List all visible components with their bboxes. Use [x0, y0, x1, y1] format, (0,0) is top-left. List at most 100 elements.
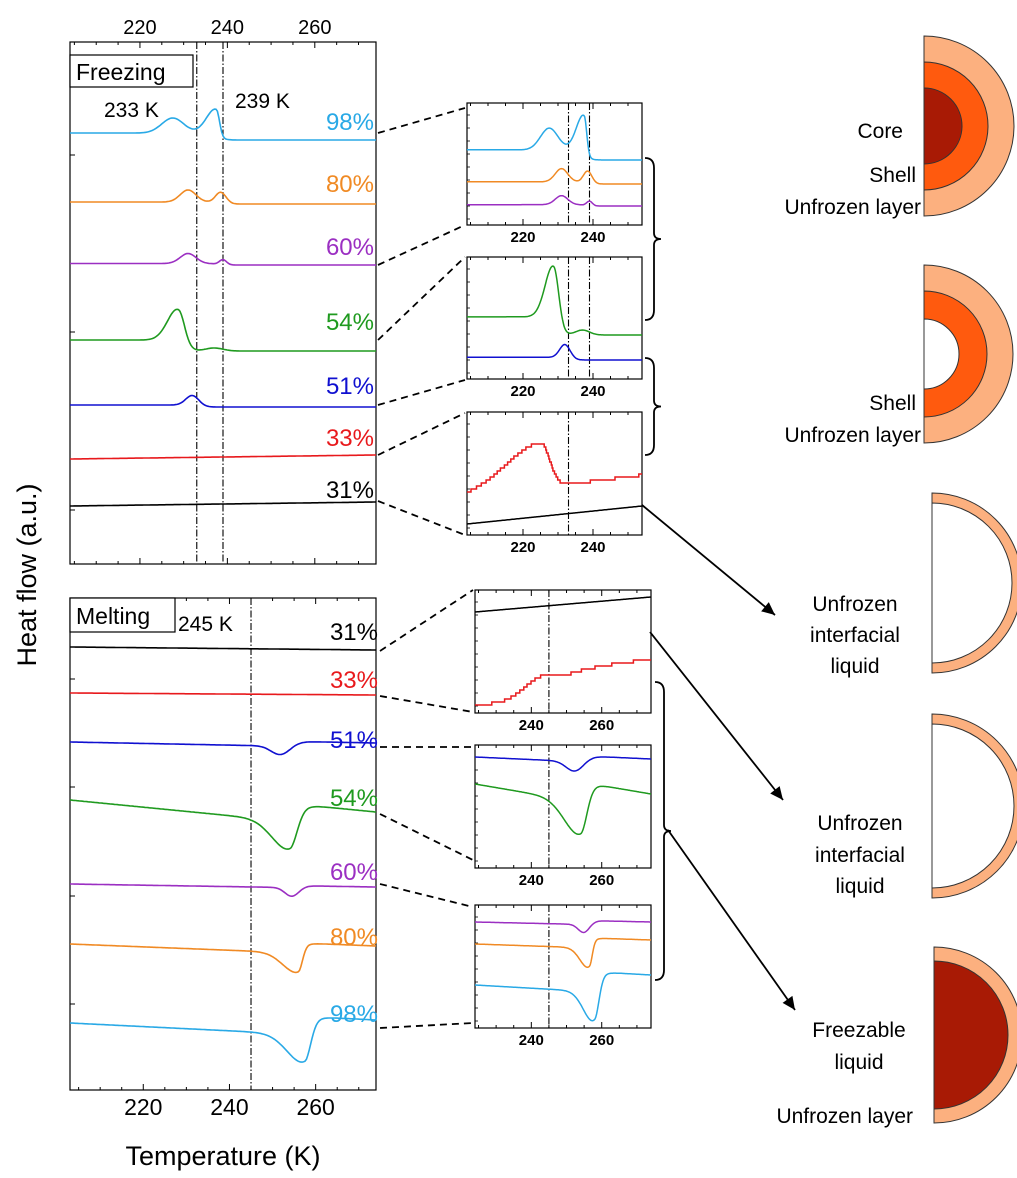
series-label: 51% — [330, 727, 378, 754]
connector-lines — [377, 107, 796, 1029]
x-axis-title: Temperature (K) — [125, 1141, 320, 1171]
series-line — [475, 972, 651, 1022]
series-line — [70, 252, 376, 266]
arrow-head — [761, 602, 775, 615]
schematic-5: Freezable liquid Unfrozen layer — [776, 946, 1017, 1128]
series-label: 98% — [326, 109, 374, 136]
series-line — [467, 114, 642, 161]
series-label: 98% — [330, 1001, 378, 1028]
series-line — [70, 454, 376, 460]
arrow-head — [782, 995, 795, 1010]
inset-freezing-high: 220 240 — [466, 102, 643, 246]
series-line — [475, 937, 651, 968]
series-line — [467, 343, 642, 361]
series-label: 80% — [330, 924, 378, 951]
connector-98-freezing — [377, 107, 466, 134]
series-line — [475, 756, 651, 772]
connector-31-freezing — [377, 500, 466, 536]
series-line — [474, 783, 652, 836]
schematic-label: Unfrozen layer — [784, 196, 921, 219]
empty-core — [931, 502, 1013, 664]
series-line — [69, 1017, 377, 1063]
core-layer — [923, 87, 963, 165]
x-tick-label: 260 — [589, 1032, 614, 1049]
empty-core — [923, 318, 960, 390]
series-line — [70, 646, 376, 651]
schematic-label: Freezable — [812, 1019, 905, 1042]
inset-melting-high: 240 260 — [474, 904, 652, 1049]
series-label: 31% — [326, 477, 374, 504]
melting-label-box — [69, 597, 176, 633]
melting-axes — [69, 597, 377, 1091]
series-label: 54% — [330, 785, 378, 812]
connector-54-freezing — [377, 256, 466, 341]
connector-33-melting — [379, 695, 474, 713]
series-line — [466, 505, 643, 525]
series-label: 31% — [330, 619, 378, 646]
x-tick-label: 220 — [510, 539, 535, 556]
x-tick-label: 260 — [589, 717, 614, 734]
connector-54-melting — [379, 813, 474, 861]
chart-freezing: 220 240 260 Freezing 233 K 239 K 98% 80% 60% 54% 5… — [69, 17, 377, 565]
inset-freezing-mid: 220 240 — [466, 256, 643, 400]
series-line — [70, 741, 376, 756]
inset-panels: 220 240 220 240 220 240 240 260 240 260 240 260 — [466, 102, 652, 1049]
melting-label: Melting — [76, 603, 150, 629]
series-line — [70, 501, 376, 507]
x-tick-label: 260 — [298, 17, 331, 39]
series-label: 33% — [330, 667, 378, 694]
connector-98-melting — [379, 1022, 474, 1029]
x-tick-label: 260 — [589, 872, 614, 889]
series-label: 80% — [326, 171, 374, 198]
freezing-label-box — [69, 54, 194, 88]
inset-melting-low-axes — [474, 589, 652, 714]
schematic-label: liquid — [830, 655, 879, 678]
x-tick-label: 240 — [211, 17, 244, 39]
series-line — [70, 108, 376, 141]
schematic-3: Unfrozen interfacial liquid — [810, 492, 1017, 678]
freezing-label: Freezing — [76, 59, 165, 85]
connector-33-freezing — [377, 412, 466, 456]
series-line — [70, 189, 376, 205]
schematic-label: Unfrozen — [817, 812, 902, 835]
x-tick-label: 240 — [580, 383, 605, 400]
x-tick-label: 240 — [210, 1094, 248, 1120]
chart-melting: 220 240 260 Melting 245 K 31% 33% 51% 54% 60% 80% 9… — [69, 597, 378, 1120]
series-line — [474, 596, 652, 613]
inset-freezing-low: 220 240 — [466, 411, 643, 556]
inset-melting-low: 240 260 — [474, 589, 652, 734]
arrow-line — [667, 829, 796, 1011]
brace-freezing-1 — [644, 157, 662, 321]
brace-freezing-2 — [644, 357, 662, 456]
arrow-head — [770, 786, 783, 800]
schematic-label: interfacial — [815, 844, 905, 867]
series-line — [467, 443, 642, 493]
schematic-2: Shell Unfrozen layer — [784, 264, 1014, 447]
x-tick-label: 220 — [123, 17, 156, 39]
connector-60-melting — [379, 883, 474, 908]
series-label: 54% — [326, 309, 374, 336]
x-tick-label: 240 — [519, 1032, 544, 1049]
schematic-label: liquid — [835, 875, 884, 898]
series-line — [70, 394, 376, 408]
schematic-4: Unfrozen interfacial liquid — [815, 713, 1017, 899]
schematic-label: Unfrozen layer — [784, 424, 921, 447]
annotation-233K: 233 K — [104, 99, 159, 122]
schematic-label: Unfrozen — [812, 593, 897, 616]
series-line — [69, 942, 377, 974]
series-line — [475, 659, 651, 706]
x-tick-label: 240 — [580, 229, 605, 246]
series-line — [70, 692, 376, 696]
connector-31-melting — [379, 589, 474, 652]
annotation-245K: 245 K — [178, 613, 233, 636]
x-tick-label: 220 — [510, 383, 535, 400]
schematic-label: liquid — [834, 1051, 883, 1074]
x-tick-label: 220 — [510, 229, 535, 246]
arrow-to-schematic-5 — [667, 829, 796, 1011]
schematic-label: Core — [857, 120, 903, 143]
series-label: 60% — [330, 859, 378, 886]
series-label: 33% — [326, 425, 374, 452]
arrow-to-schematic-3 — [641, 504, 776, 616]
inset-melting-mid-axes — [474, 744, 652, 869]
series-label: 51% — [326, 373, 374, 400]
